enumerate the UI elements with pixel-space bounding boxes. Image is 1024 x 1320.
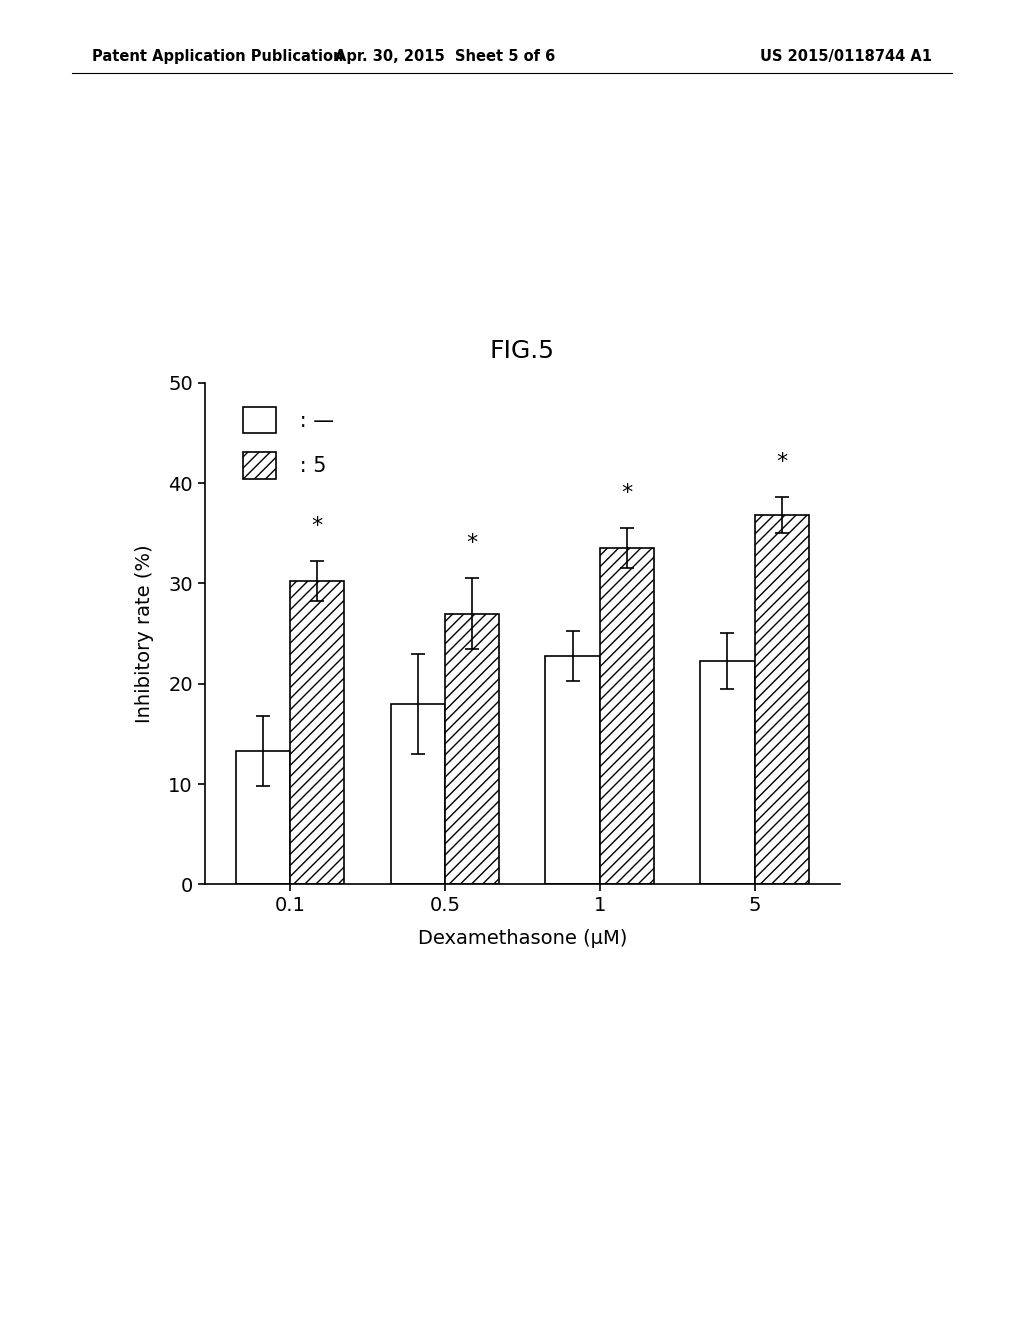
Text: US 2015/0118744 A1: US 2015/0118744 A1 [760,49,932,65]
Text: Patent Application Publication: Patent Application Publication [92,49,344,65]
Bar [755,515,809,884]
Text: Apr. 30, 2015  Sheet 5 of 6: Apr. 30, 2015 Sheet 5 of 6 [335,49,556,65]
Y-axis label: Inhibitory rate (%): Inhibitory rate (%) [135,544,155,723]
Bar [546,656,600,884]
Bar [390,704,444,884]
Bar [700,661,755,884]
Text: *: * [311,516,323,536]
Text: *: * [776,451,787,473]
Bar [444,614,499,884]
Text: *: * [622,483,633,503]
Bar [236,751,290,884]
X-axis label: Dexamethasone (μM): Dexamethasone (μM) [418,929,627,948]
Bar [290,581,344,884]
Bar [600,548,654,884]
Title: FIG.5: FIG.5 [489,339,555,363]
Legend:  : —,  : 5: : —, : 5 [234,399,342,487]
Text: *: * [466,533,477,553]
